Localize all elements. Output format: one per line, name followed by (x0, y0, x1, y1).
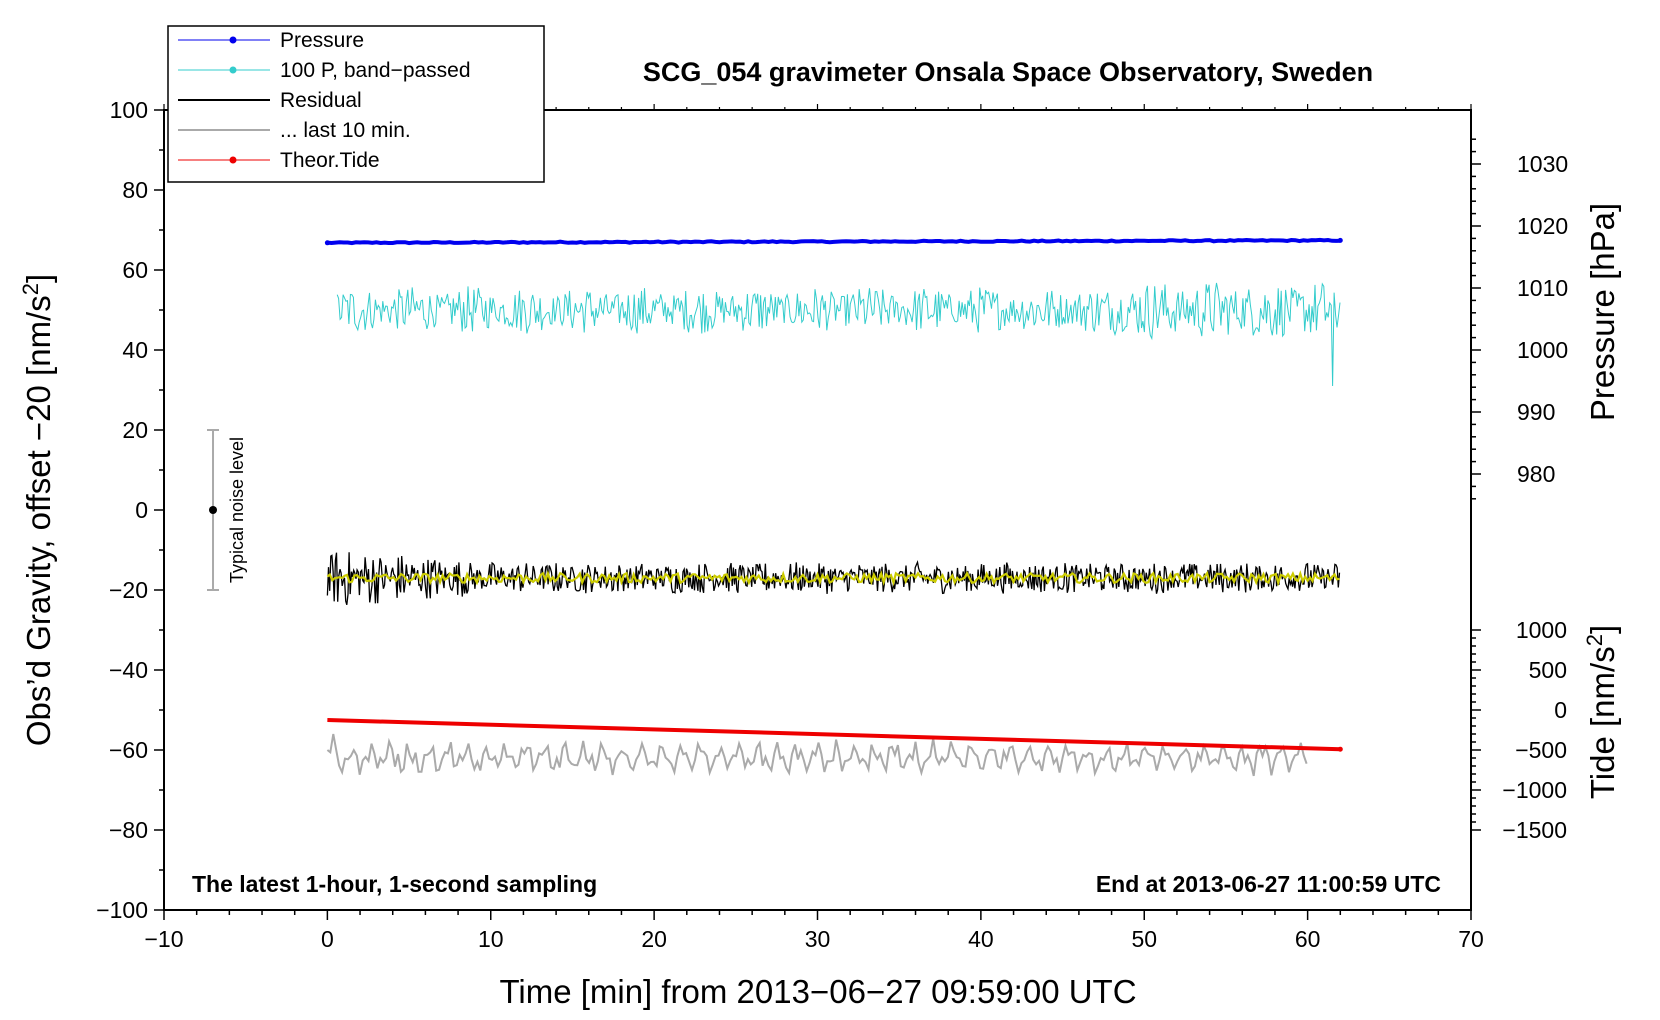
legend-label-residual: Residual (280, 89, 362, 112)
theor-tide-line (327, 718, 1341, 752)
y-axis-label-pressure: Pressure [hPa] (1584, 203, 1621, 421)
legend-item-bandpassed: 100 P, band−passed (178, 59, 471, 82)
noise-bar: Typical noise level (207, 429, 247, 591)
bandpassed-pressure-line (336, 282, 1341, 387)
x-axis-ticks: −10 0 10 20 30 40 50 60 70 (144, 104, 1484, 952)
pressure-tick-label: 990 (1517, 399, 1555, 425)
y-tick-label: −60 (109, 737, 148, 763)
theor-tide-point-end (1337, 746, 1343, 752)
legend-label-last10: ... last 10 min. (280, 119, 411, 142)
annotation-sampling: The latest 1-hour, 1-second sampling (192, 871, 597, 897)
pressure-point-start (324, 240, 330, 246)
annotation-end-time: End at 2013-06-27 11:00:59 UTC (1096, 871, 1441, 897)
residual-line (326, 552, 1341, 605)
tide-tick-label: −500 (1515, 737, 1567, 763)
legend-label-bandpassed: 100 P, band−passed (280, 59, 471, 82)
series-layer (324, 237, 1343, 777)
legend-item-residual: Residual (178, 89, 362, 112)
x-tick-label: 50 (1131, 926, 1157, 952)
tide-tick-label: 0 (1554, 697, 1567, 723)
legend-item-pressure: Pressure (178, 29, 364, 52)
noise-bar-label: Typical noise level (227, 437, 247, 583)
tide-tick-label: −1500 (1502, 817, 1567, 843)
x-tick-label: 70 (1458, 926, 1484, 952)
y-tick-label: −80 (109, 817, 148, 843)
y-axis-ticks: 100 80 60 40 20 0 −20 −40 −60 −80 −100 (96, 97, 164, 923)
y-tick-label: 40 (122, 337, 148, 363)
legend-item-tide: Theor.Tide (178, 149, 380, 172)
pressure-tick-label: 1000 (1517, 337, 1568, 363)
tide-tick-label: −1000 (1502, 777, 1567, 803)
x-axis-label: Time [min] from 2013−06−27 09:59:00 UTC (499, 973, 1136, 1010)
y-tick-label: 80 (122, 177, 148, 203)
x-tick-label: −10 (144, 926, 183, 952)
tide-axis-ticks: 1000 500 0 −500 −1000 −1500 (1471, 617, 1567, 843)
pressure-tick-label: 1030 (1517, 151, 1568, 177)
pressure-tick-label: 980 (1517, 461, 1555, 487)
x-tick-label: 30 (805, 926, 831, 952)
legend-label-tide: Theor.Tide (280, 149, 380, 172)
tide-tick-label: 1000 (1516, 617, 1567, 643)
y-axis-label-left: Obs’d Gravity, offset −20 [nm/s2] (18, 274, 57, 746)
pressure-line (327, 237, 1341, 246)
legend-marker-pressure (229, 36, 237, 44)
pressure-axis-ticks: 1030 1020 1010 1000 990 980 (1471, 138, 1568, 500)
x-tick-label: 20 (641, 926, 667, 952)
noise-bar-center-dot (209, 506, 218, 514)
y-tick-label: −100 (96, 897, 148, 923)
x-tick-label: 0 (321, 926, 334, 952)
legend-marker-bandpassed (229, 66, 237, 74)
tide-tick-label: 500 (1529, 657, 1567, 683)
y-tick-label: 100 (110, 97, 148, 123)
pressure-tick-label: 1010 (1517, 275, 1568, 301)
legend-label-pressure: Pressure (280, 29, 364, 52)
x-tick-label: 60 (1295, 926, 1321, 952)
residual-smoothed-line (326, 570, 1340, 587)
legend-item-last10: ... last 10 min. (178, 119, 411, 142)
legend: Pressure 100 P, band−passed Residual ...… (167, 25, 545, 183)
y-tick-label: −40 (109, 657, 148, 683)
last-10-min-line (326, 733, 1308, 777)
pressure-tick-label: 1020 (1517, 213, 1568, 239)
x-tick-label: 10 (478, 926, 504, 952)
chart-title: SCG_054 gravimeter Onsala Space Observat… (643, 57, 1373, 87)
pressure-point-end (1337, 237, 1343, 243)
legend-marker-tide (229, 156, 237, 164)
y-tick-label: 60 (122, 257, 148, 283)
legend-box (167, 25, 545, 183)
y-tick-label: 20 (122, 417, 148, 443)
y-tick-label: −20 (109, 577, 148, 603)
x-tick-label: 40 (968, 926, 994, 952)
y-axis-label-tide: Tide [nm/s2] (1582, 625, 1621, 799)
y-tick-label: 0 (135, 497, 148, 523)
